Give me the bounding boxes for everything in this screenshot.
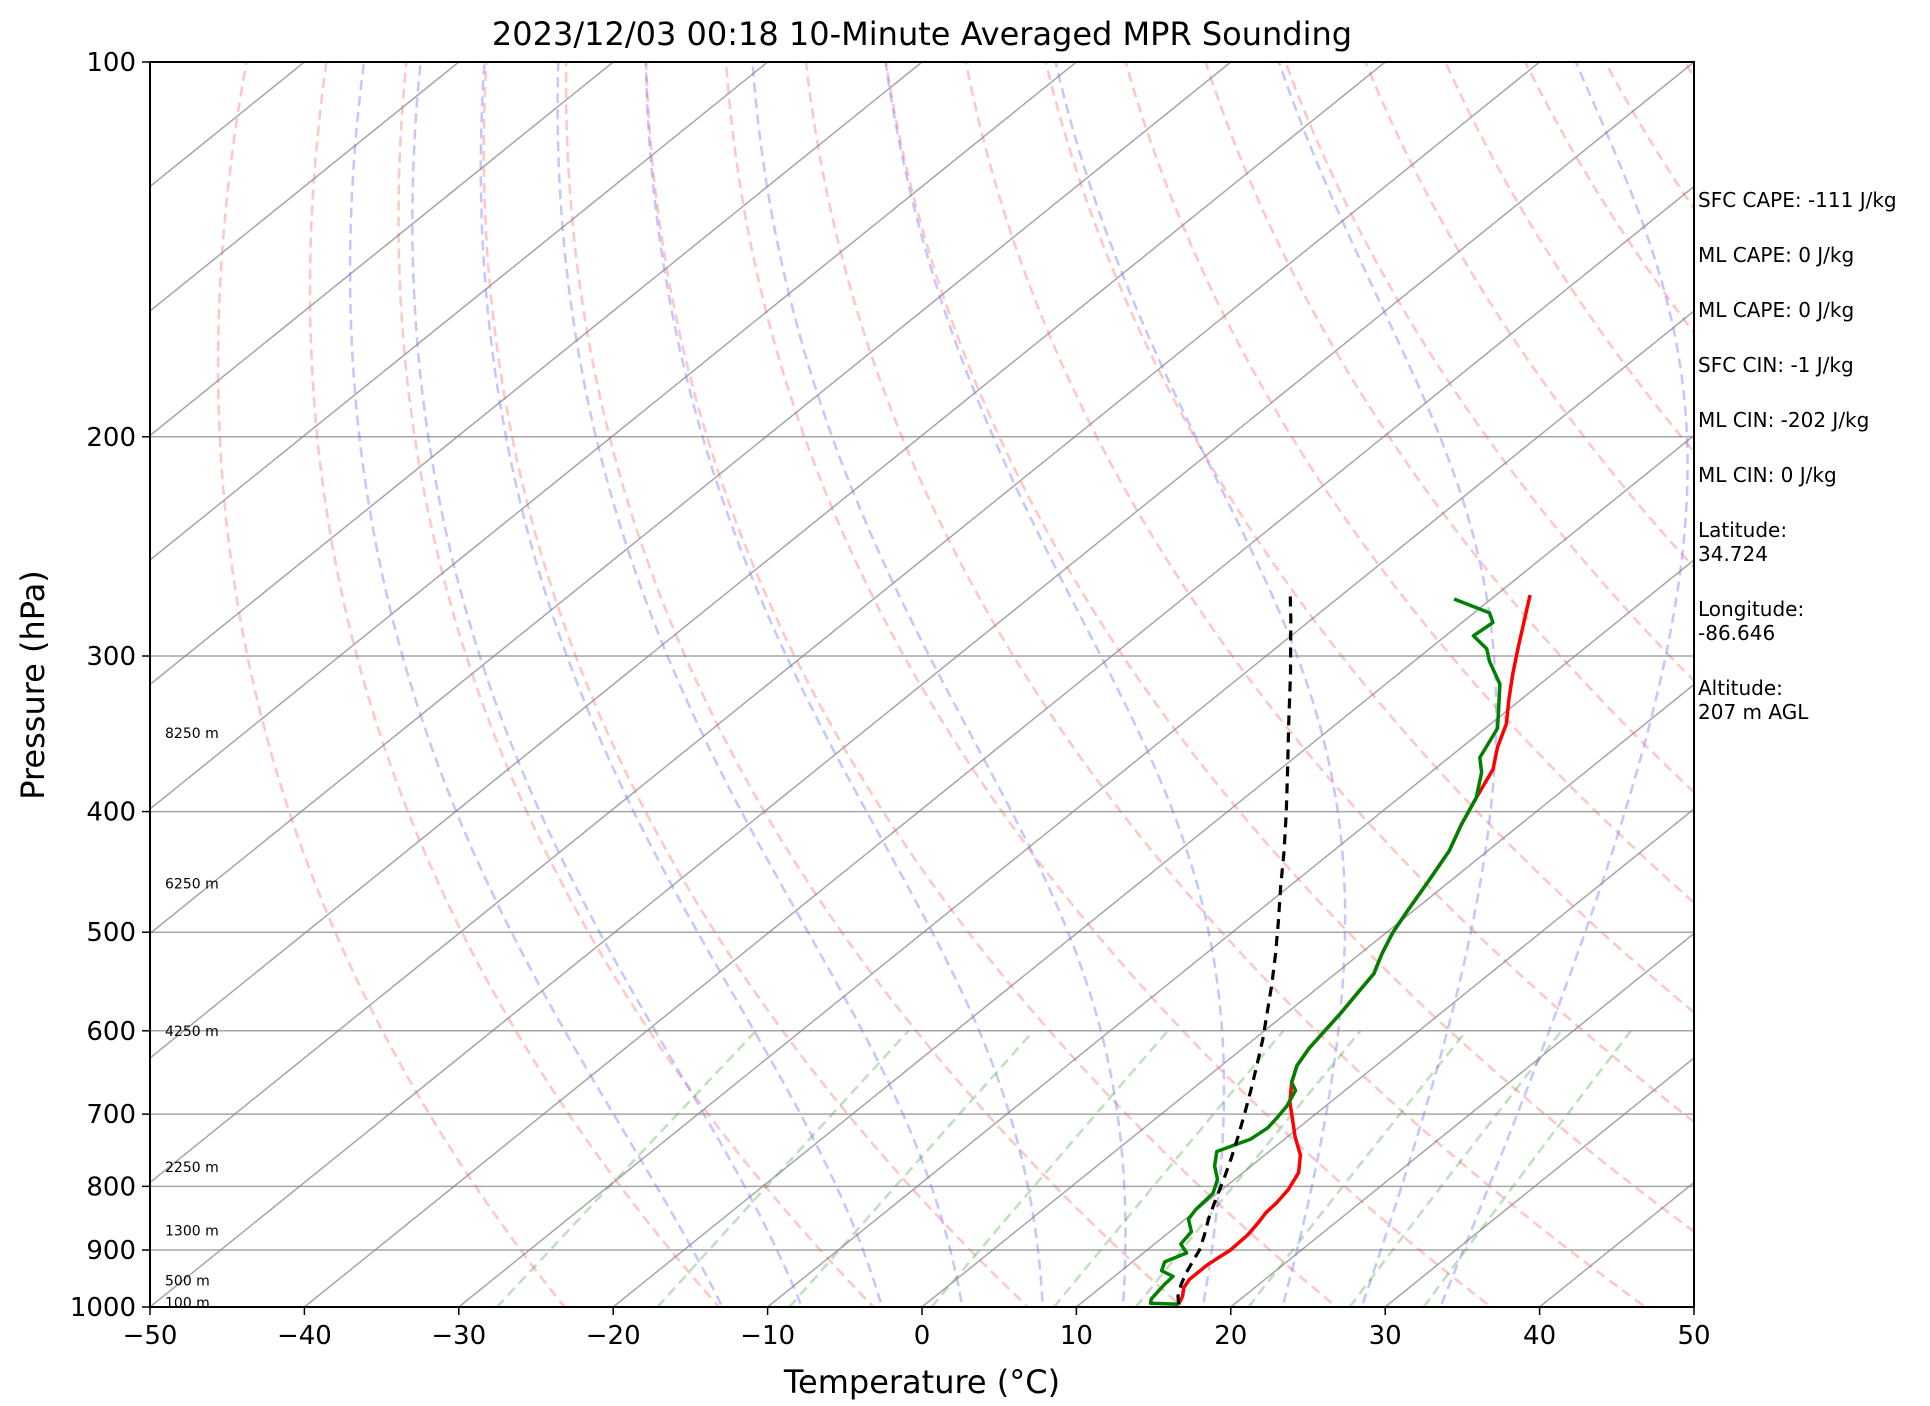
dry-adiabat-line [1044,62,1694,1014]
stat-ml-cape-2: ML CAPE: 0 J/kg [1698,298,1855,322]
dry-adiabat-line [644,62,1339,1307]
dry-adiabat-line [308,62,721,1307]
moist-adiabat-line [884,62,1226,1307]
isotherm-line [150,62,1541,1184]
isotherm-line [612,434,1694,1307]
dry-adiabat-line [724,62,1494,1307]
moist-adiabat-line [348,62,724,1307]
moist-adiabat-line [751,62,1127,1307]
y-tick-label: 500 [86,918,136,948]
height-label: 8250 m [165,726,219,742]
x-tick-label: −30 [431,1321,486,1351]
dry-adiabat-line [482,62,1030,1307]
y-tick-label: 200 [86,423,136,453]
dry-adiabat-line [804,62,1648,1307]
stat-ml-cin-2: ML CIN: 0 J/kg [1698,463,1837,487]
isotherm-line [150,62,1694,1307]
mixing-ratio-line [1422,1030,1632,1307]
moist-adiabat-line [411,62,804,1307]
stat-latitude: Latitude: 34.724 [1698,518,1788,566]
mixing-ratio-line [1053,1029,1285,1307]
x-axis-label: Temperature (°C) [783,1363,1060,1401]
x-tick-label: 0 [914,1321,931,1351]
y-tick-label: 900 [86,1236,136,1266]
isotherm-line [150,62,923,686]
isotherm-line [150,62,460,312]
isotherm-line [1075,808,1694,1307]
isotherm-line [458,310,1694,1307]
isotherm-line [921,683,1694,1307]
dry-adiabat-line [964,62,1694,1124]
temperature-line [1177,594,1532,1306]
y-tick-label: 300 [86,642,136,672]
y-axis-label: Pressure (hPa) [14,570,52,800]
isotherm-line [150,62,769,561]
height-label: 2250 m [165,1160,219,1176]
y-tick-label: 700 [86,1100,136,1130]
parcel-profile-line [1176,592,1293,1305]
height-label: 1300 m [165,1223,219,1239]
dry-adiabat-line [564,62,1185,1307]
dry-adiabat-line [397,62,876,1307]
dewpoint-line [1148,597,1502,1307]
x-tick-label: −50 [123,1321,178,1351]
x-tick-label: 50 [1677,1321,1710,1351]
sounding-stats-panel: SFC CAPE: -111 J/kg ML CAPE: 0 J/kg ML C… [1698,188,1926,755]
dry-adiabat-line [1364,62,1694,570]
isotherm-line [1384,1057,1694,1307]
height-label: 6250 m [165,877,219,893]
moist-adiabat-line [1439,62,1689,1307]
isotherm-line [150,62,1386,1059]
height-label: 100 m [165,1296,210,1312]
x-tick-label: 20 [1214,1321,1247,1351]
y-tick-label: 1000 [70,1293,136,1323]
isotherm-line [1230,932,1694,1307]
y-tick-label: 600 [86,1017,136,1047]
x-tick-label: 40 [1523,1321,1556,1351]
moist-adiabat-line [479,62,884,1307]
height-label: 4250 m [165,1024,219,1040]
x-tick-label: 10 [1060,1321,1093,1351]
dry-adiabat-line [1204,62,1694,794]
stat-ml-cin: ML CIN: -202 J/kg [1698,408,1870,432]
isotherm-line [150,62,614,437]
moist-adiabat-line [644,62,1044,1307]
mixing-ratio-line [930,1029,1169,1307]
isotherm-line [303,185,1694,1307]
mixing-ratio-line [495,1029,758,1307]
y-tick-label: 400 [86,798,136,828]
stat-sfc-cin: SFC CIN: -1 J/kg [1698,353,1854,377]
chart-title: 2023/12/03 00:18 10-Minute Averaged MPR … [492,15,1352,53]
moist-adiabat-line [1054,62,1347,1307]
stat-longitude: Longitude: -86.646 [1698,597,1805,645]
dry-adiabat-line [216,62,567,1307]
isotherm-line [150,62,1232,935]
x-tick-label: −20 [586,1321,641,1351]
x-tick-label: −40 [277,1321,332,1351]
height-label: 500 m [165,1273,210,1289]
moist-adiabat-line [1277,62,1498,1307]
stat-sfc-cape: SFC CAPE: -111 J/kg [1698,188,1897,212]
isotherm-line [767,559,1694,1307]
stat-altitude: Altitude: 207 m AGL [1698,676,1809,724]
x-tick-label: 30 [1369,1321,1402,1351]
dry-adiabat-line [884,62,1694,1234]
stat-ml-cape: ML CAPE: 0 J/kg [1698,243,1855,267]
x-tick-label: −10 [740,1321,795,1351]
y-tick-label: 100 [86,48,136,78]
y-tick-label: 800 [86,1172,136,1202]
mixing-ratio-line [788,1029,1035,1307]
isotherm-line [150,62,1077,810]
